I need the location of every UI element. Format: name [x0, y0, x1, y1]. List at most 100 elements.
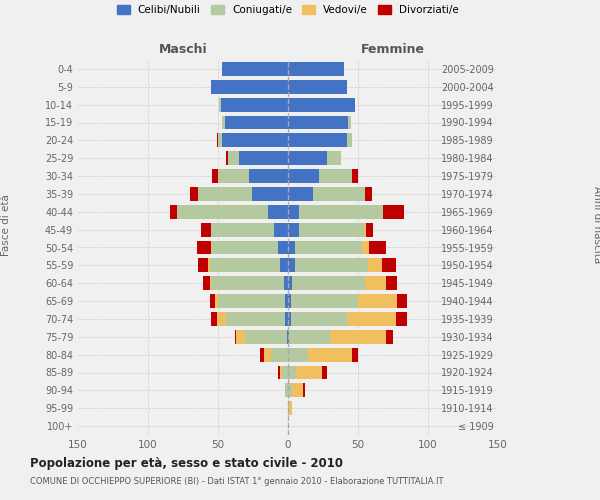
Bar — [288, 222, 299, 236]
Bar — [178, 205, 268, 219]
Bar — [347, 312, 396, 326]
Bar — [367, 222, 373, 236]
Bar — [288, 258, 295, 272]
Bar — [288, 169, 319, 183]
Bar — [222, 62, 288, 76]
Legend: Celibi/Nubili, Coniugati/e, Vedovi/e, Divorziati/e: Celibi/Nubili, Coniugati/e, Vedovi/e, Di… — [117, 5, 459, 15]
Bar — [235, 330, 236, 344]
Bar — [308, 348, 352, 362]
Bar — [211, 312, 217, 326]
Bar — [322, 366, 327, 380]
Bar — [209, 276, 211, 290]
Bar — [288, 187, 313, 201]
Bar — [386, 330, 393, 344]
Text: Maschi: Maschi — [158, 44, 208, 57]
Bar — [299, 205, 383, 219]
Bar — [190, 187, 199, 201]
Bar — [285, 384, 288, 398]
Bar — [226, 151, 228, 165]
Bar — [220, 98, 221, 112]
Bar — [199, 187, 251, 201]
Bar — [304, 384, 305, 398]
Bar — [217, 312, 226, 326]
Bar — [292, 384, 304, 398]
Bar — [218, 294, 285, 308]
Bar — [288, 240, 295, 254]
Bar — [348, 116, 351, 130]
Bar — [209, 294, 215, 308]
Bar — [228, 151, 239, 165]
Bar — [260, 348, 264, 362]
Bar — [215, 294, 218, 308]
Bar — [296, 366, 322, 380]
Bar — [236, 330, 245, 344]
Bar — [288, 151, 327, 165]
Bar — [278, 240, 288, 254]
Bar — [319, 169, 352, 183]
Bar — [288, 401, 289, 415]
Bar — [362, 240, 369, 254]
Bar — [222, 134, 288, 147]
Text: Popolazione per età, sesso e stato civile - 2010: Popolazione per età, sesso e stato civil… — [30, 458, 343, 470]
Bar — [285, 294, 288, 308]
Bar — [278, 366, 280, 380]
Bar — [352, 348, 358, 362]
Bar — [239, 151, 288, 165]
Bar — [368, 258, 382, 272]
Bar — [347, 134, 352, 147]
Bar — [295, 258, 368, 272]
Bar — [218, 169, 249, 183]
Bar — [170, 205, 178, 219]
Bar — [288, 80, 347, 94]
Bar — [288, 384, 292, 398]
Bar — [203, 276, 209, 290]
Bar — [217, 134, 218, 147]
Bar — [365, 187, 372, 201]
Bar — [221, 98, 288, 112]
Text: Femmine: Femmine — [361, 44, 425, 57]
Bar — [199, 258, 208, 272]
Bar — [226, 312, 285, 326]
Bar — [222, 116, 225, 130]
Bar — [211, 240, 212, 254]
Bar — [218, 134, 222, 147]
Bar — [208, 258, 209, 272]
Bar — [284, 276, 288, 290]
Bar — [288, 205, 299, 219]
Bar — [225, 116, 288, 130]
Bar — [313, 187, 365, 201]
Bar — [327, 151, 341, 165]
Bar — [292, 276, 365, 290]
Bar — [288, 348, 308, 362]
Bar — [212, 169, 218, 183]
Bar — [211, 222, 274, 236]
Bar — [383, 205, 404, 219]
Bar — [358, 294, 397, 308]
Bar — [211, 80, 288, 94]
Bar — [285, 312, 288, 326]
Bar — [386, 276, 397, 290]
Bar — [287, 330, 288, 344]
Bar — [295, 240, 362, 254]
Bar — [288, 116, 348, 130]
Bar — [249, 169, 288, 183]
Bar — [289, 330, 330, 344]
Bar — [251, 187, 288, 201]
Bar — [288, 62, 344, 76]
Bar — [288, 98, 355, 112]
Bar — [288, 134, 347, 147]
Bar — [274, 222, 288, 236]
Bar — [211, 276, 284, 290]
Bar — [201, 222, 211, 236]
Bar — [288, 276, 292, 290]
Bar — [209, 258, 280, 272]
Text: Anni di nascita: Anni di nascita — [592, 186, 600, 264]
Bar — [288, 312, 291, 326]
Bar — [382, 258, 396, 272]
Bar — [264, 348, 271, 362]
Bar — [283, 366, 288, 380]
Bar — [352, 169, 358, 183]
Bar — [365, 276, 386, 290]
Bar — [396, 312, 407, 326]
Bar — [280, 366, 283, 380]
